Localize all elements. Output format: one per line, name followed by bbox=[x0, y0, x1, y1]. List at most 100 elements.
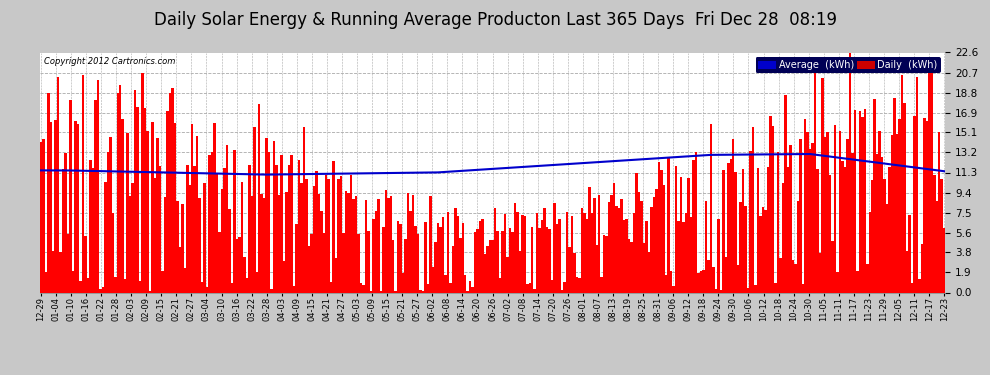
Bar bbox=[156, 138, 158, 292]
Bar bbox=[883, 179, 886, 292]
Bar bbox=[137, 107, 139, 292]
Bar bbox=[749, 151, 751, 292]
Bar bbox=[369, 291, 372, 292]
Bar bbox=[531, 227, 534, 292]
Bar bbox=[652, 197, 655, 292]
Bar bbox=[931, 70, 933, 292]
Bar bbox=[868, 212, 871, 292]
Bar bbox=[918, 279, 921, 292]
Bar bbox=[842, 161, 843, 292]
Bar bbox=[459, 238, 461, 292]
Bar bbox=[345, 191, 347, 292]
Bar bbox=[586, 219, 588, 292]
Bar bbox=[928, 58, 931, 292]
Bar bbox=[819, 254, 822, 292]
Bar bbox=[124, 279, 127, 292]
Bar bbox=[685, 213, 687, 292]
Bar bbox=[171, 88, 173, 292]
Bar bbox=[231, 283, 234, 292]
Bar bbox=[499, 278, 501, 292]
Bar bbox=[114, 277, 117, 292]
Bar bbox=[255, 272, 258, 292]
Bar bbox=[626, 219, 628, 292]
Bar bbox=[565, 211, 568, 292]
Bar bbox=[687, 178, 690, 292]
Bar bbox=[50, 122, 52, 292]
Bar bbox=[97, 80, 99, 292]
Bar bbox=[305, 179, 308, 292]
Bar bbox=[506, 257, 509, 292]
Bar bbox=[129, 196, 132, 292]
Bar bbox=[415, 226, 417, 292]
Bar bbox=[425, 222, 427, 292]
Bar bbox=[52, 251, 54, 292]
Bar bbox=[725, 258, 727, 292]
Bar bbox=[740, 202, 742, 292]
Bar bbox=[580, 208, 583, 292]
Bar bbox=[300, 183, 303, 292]
Bar bbox=[479, 221, 481, 292]
Bar bbox=[744, 206, 746, 292]
Bar bbox=[109, 138, 112, 292]
Bar bbox=[550, 280, 553, 292]
Bar bbox=[916, 78, 918, 292]
Bar bbox=[511, 232, 514, 292]
Bar bbox=[657, 162, 660, 292]
Bar bbox=[541, 220, 544, 292]
Bar bbox=[707, 260, 710, 292]
Bar bbox=[241, 183, 244, 292]
Bar bbox=[712, 267, 715, 292]
Bar bbox=[352, 199, 354, 292]
Bar bbox=[578, 278, 580, 292]
Bar bbox=[161, 271, 163, 292]
Bar bbox=[417, 234, 420, 292]
Bar bbox=[913, 116, 916, 292]
Bar bbox=[491, 240, 494, 292]
Bar bbox=[427, 284, 430, 292]
Bar bbox=[809, 149, 812, 292]
Bar bbox=[250, 196, 253, 292]
Bar bbox=[784, 96, 787, 292]
Bar bbox=[92, 168, 94, 292]
Bar bbox=[848, 53, 851, 292]
Bar bbox=[399, 224, 402, 292]
Bar bbox=[79, 281, 82, 292]
Bar bbox=[702, 270, 705, 292]
Bar bbox=[158, 166, 161, 292]
Bar bbox=[643, 243, 645, 292]
Bar bbox=[545, 227, 548, 292]
Bar bbox=[856, 272, 858, 292]
Bar bbox=[405, 239, 407, 292]
Bar bbox=[89, 160, 92, 292]
Bar bbox=[675, 166, 677, 292]
Bar bbox=[481, 219, 484, 292]
Bar bbox=[236, 239, 239, 292]
Bar bbox=[504, 214, 506, 292]
Bar bbox=[273, 141, 275, 292]
Bar bbox=[437, 223, 440, 292]
Bar bbox=[288, 165, 290, 292]
Bar bbox=[807, 132, 809, 292]
Bar bbox=[903, 103, 906, 292]
Bar bbox=[325, 175, 328, 292]
Bar bbox=[173, 123, 176, 292]
Bar bbox=[548, 229, 550, 292]
Bar bbox=[357, 234, 359, 292]
Bar bbox=[794, 264, 797, 292]
Bar bbox=[878, 130, 881, 292]
Bar bbox=[216, 173, 218, 292]
Bar bbox=[858, 111, 861, 292]
Bar bbox=[746, 288, 749, 292]
Bar bbox=[486, 246, 489, 292]
Bar bbox=[343, 233, 345, 292]
Bar bbox=[134, 90, 137, 292]
Bar bbox=[730, 159, 732, 292]
Bar bbox=[853, 110, 856, 292]
Bar bbox=[384, 190, 387, 292]
Bar bbox=[827, 132, 829, 292]
Bar bbox=[163, 196, 166, 292]
Bar bbox=[722, 170, 725, 292]
Bar bbox=[876, 154, 878, 292]
Bar bbox=[359, 283, 362, 292]
Bar bbox=[710, 124, 712, 292]
